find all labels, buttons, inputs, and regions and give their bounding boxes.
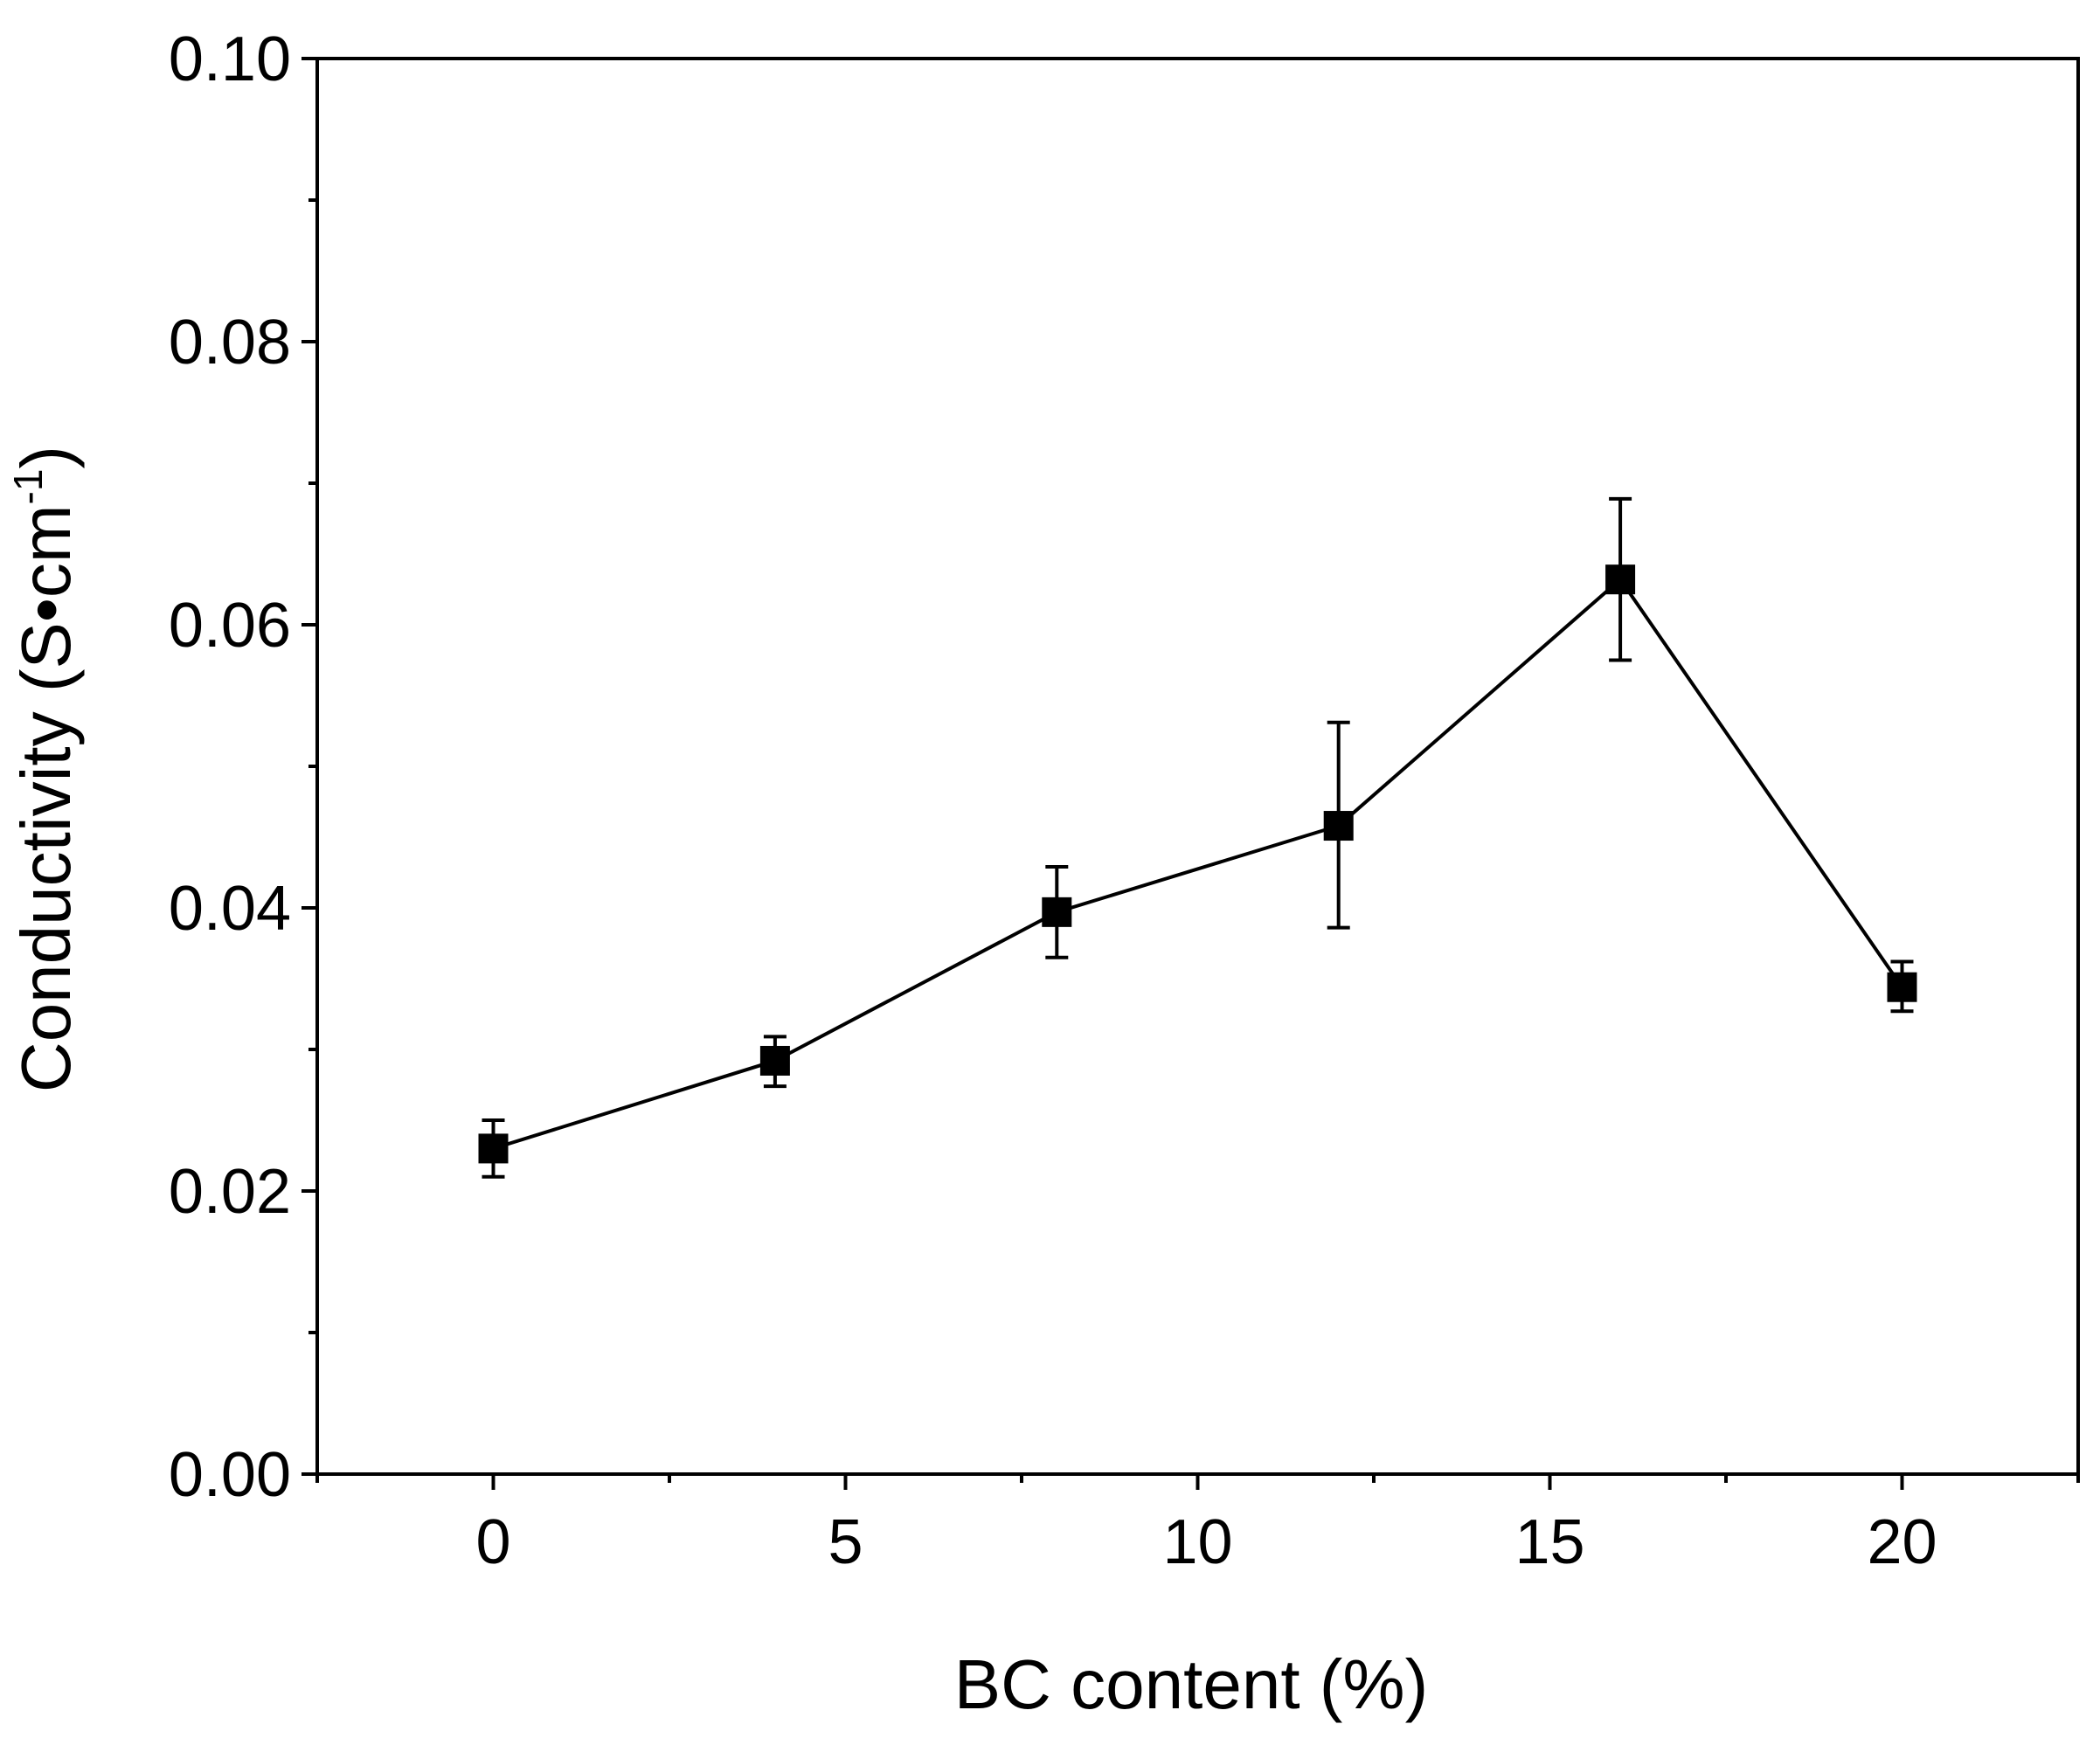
data-point-20 [1887, 972, 1917, 1002]
tick-labels: 0 5 10 15 20 0.00 0.02 0.04 0.06 0.08 0.10 [169, 24, 1937, 1577]
y-tick-label-0.08: 0.08 [169, 308, 291, 377]
x-axis-title: BC content (%) [954, 1645, 1428, 1723]
data-point-12 [1323, 811, 1354, 841]
x-tick-label-20: 20 [1867, 1507, 1937, 1577]
axes [315, 57, 2080, 1476]
x-tick-label-15: 15 [1514, 1507, 1584, 1577]
x-tick-label-5: 5 [828, 1507, 863, 1577]
plot-frame [315, 57, 2080, 1476]
y-tick-label-0.10: 0.10 [169, 24, 291, 94]
y-tick-label-0.00: 0.00 [169, 1440, 291, 1510]
y-tick-label-0.04: 0.04 [169, 874, 291, 944]
y-axis-title: Conductivity (S•cm-1) [5, 446, 85, 1092]
y-tick-label-0.02: 0.02 [169, 1157, 291, 1227]
y-axis-title-close: ) [7, 446, 85, 469]
data-point-4 [759, 1045, 790, 1076]
data-point-16 [1605, 564, 1636, 595]
plot-area [478, 496, 1917, 1179]
y-axis-title-superscript: -1 [5, 469, 51, 505]
data-point-0 [478, 1133, 509, 1164]
x-tick-label-10: 10 [1162, 1507, 1232, 1577]
series-line-0 [492, 577, 1904, 1151]
y-tick-label-0.06: 0.06 [169, 591, 291, 661]
data-point-8 [1042, 897, 1072, 927]
y-axis-title-main: Conductivity (S•cm [7, 504, 85, 1092]
x-tick-label-0: 0 [475, 1507, 510, 1577]
ticks [301, 57, 2080, 1490]
